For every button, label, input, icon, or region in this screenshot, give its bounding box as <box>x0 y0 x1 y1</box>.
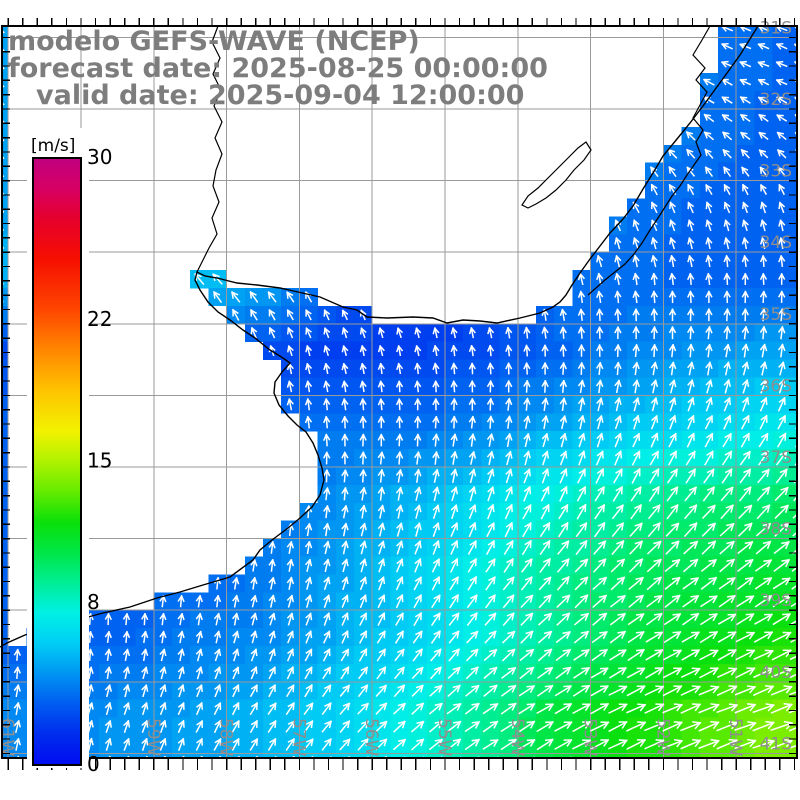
lat-label: 37S <box>760 448 792 468</box>
lat-label: 33S <box>760 162 792 182</box>
wave-direction-arrow-layer <box>2 26 797 758</box>
lat-label: 39S <box>760 591 792 611</box>
title-forecast-line: forecast date: 2025-08-25 00:00:00 <box>8 53 548 84</box>
lat-label: 35S <box>760 305 792 325</box>
lat-label: 32S <box>760 90 792 110</box>
colorbar-tick-label: 15 <box>87 449 112 473</box>
lat-label: 36S <box>760 376 792 396</box>
latlon-grid-layer <box>2 26 797 758</box>
lat-label: 31S <box>760 18 792 38</box>
lat-label: 41S <box>760 734 792 754</box>
colorbar-tick-label: 30 <box>87 145 112 169</box>
colorbar-tick-label: 22 <box>87 307 112 331</box>
lon-label: 57W <box>288 718 308 757</box>
coastline-main <box>0 25 759 648</box>
lat-label: 34S <box>760 233 792 253</box>
lon-label: 51W <box>725 718 745 757</box>
lon-label: 61W <box>0 718 17 757</box>
title-valid-line: valid date: 2025-09-04 12:00:00 <box>36 80 524 111</box>
lon-label: 58W <box>216 718 236 757</box>
lon-label: 59W <box>143 718 163 757</box>
colorbar-tick-label: 8 <box>87 590 100 614</box>
lon-label: 55W <box>434 718 454 757</box>
colorbar-tick-labels: 30 22 15 8 0 <box>87 145 112 776</box>
colorbar-gradient-bar <box>32 157 82 766</box>
lon-label: 52W <box>652 718 672 757</box>
lon-label: 53W <box>580 718 600 757</box>
river-uruguay <box>196 25 223 273</box>
title-block: modelo GEFS-WAVE (NCEP) forecast date: 2… <box>8 26 548 111</box>
lat-label: 40S <box>760 663 792 683</box>
title-model-line: modelo GEFS-WAVE (NCEP) <box>8 26 420 57</box>
lagoon-patos-shore <box>587 25 711 296</box>
lake-mirim <box>521 141 592 209</box>
map-frame-layer <box>1 18 798 770</box>
lon-label: 54W <box>507 718 527 757</box>
latlon-label-layer: 31S32S33S34S35S36S37S38S39S40S41S61W60W5… <box>0 18 792 756</box>
lon-label: 56W <box>361 718 381 757</box>
colorbar-unit-label: [m/s] <box>31 136 75 156</box>
colorbar: [m/s] 30 22 15 8 0 <box>27 128 112 776</box>
lat-label: 38S <box>760 520 792 540</box>
coastline-layer <box>0 25 759 648</box>
colorbar-tick-label: 0 <box>87 752 100 776</box>
